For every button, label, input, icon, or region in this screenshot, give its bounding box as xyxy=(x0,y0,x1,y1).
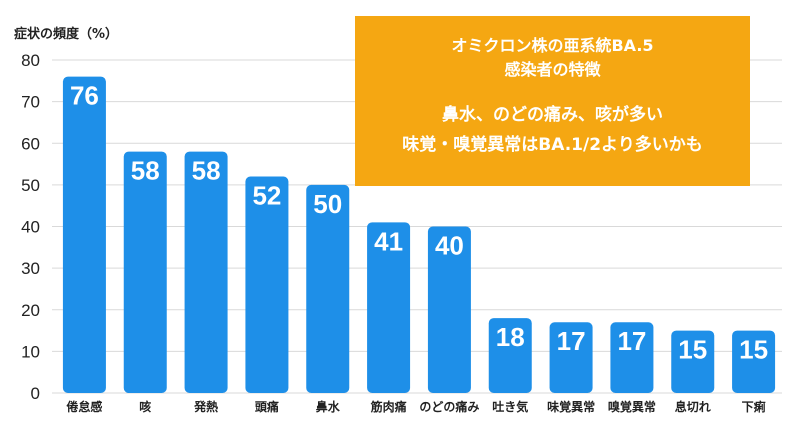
y-tick-label: 50 xyxy=(21,176,40,195)
data-label: 58 xyxy=(131,156,160,186)
bar xyxy=(245,176,289,393)
category-label: 嗅覚異常 xyxy=(608,399,656,414)
category-label: 発熱 xyxy=(193,399,218,414)
bar xyxy=(549,322,593,393)
bar xyxy=(123,151,167,393)
annotation-title-line1: オミクロン株の亜系統BA.5 xyxy=(451,36,654,55)
annotation-body-line1: 鼻水、のどの痛み、咳が多い xyxy=(442,105,663,125)
bar xyxy=(306,184,350,393)
annotation-title-line2: 感染者の特徴 xyxy=(504,60,601,79)
y-ticks: 0 10 20 30 40 50 60 70 80 xyxy=(21,51,40,403)
data-label: 17 xyxy=(557,326,586,356)
y-tick-label: 70 xyxy=(21,93,40,112)
annotation-body-line2: 味覚・嗅覚異常はBA.1/2より多いかも xyxy=(402,135,703,155)
bar xyxy=(488,318,532,393)
y-axis-label: 症状の頻度（%） xyxy=(14,26,118,42)
category-label: のどの痛み xyxy=(419,399,479,414)
y-tick-label: 0 xyxy=(31,384,40,403)
bar xyxy=(427,226,471,393)
data-label: 58 xyxy=(192,156,221,186)
value-labels: 76 58 58 52 50 41 40 18 17 17 15 15 xyxy=(70,81,768,365)
bar xyxy=(62,76,106,394)
annotation-box: オミクロン株の亜系統BA.5 感染者の特徴 鼻水、のどの痛み、咳が多い 味覚・嗅… xyxy=(355,16,750,186)
bar xyxy=(671,330,715,393)
category-label: 筋肉痛 xyxy=(370,399,407,414)
category-label: 鼻水 xyxy=(316,399,341,414)
y-tick-label: 30 xyxy=(21,259,40,278)
y-tick-label: 80 xyxy=(21,51,40,70)
data-label: 40 xyxy=(435,231,464,261)
y-tick-label: 60 xyxy=(21,134,40,153)
bar xyxy=(610,322,654,393)
data-label: 17 xyxy=(617,326,646,356)
category-label: 吐き気 xyxy=(492,399,528,414)
category-label: 息切れ xyxy=(675,399,711,414)
bar xyxy=(367,222,411,393)
bar xyxy=(184,151,228,393)
category-label: 咳 xyxy=(139,399,151,414)
data-label: 41 xyxy=(374,226,403,256)
bar xyxy=(732,330,776,393)
data-label: 52 xyxy=(252,181,281,211)
y-tick-label: 40 xyxy=(21,218,40,237)
data-label: 50 xyxy=(313,189,342,219)
y-tick-label: 10 xyxy=(21,342,40,361)
data-label: 15 xyxy=(678,335,707,365)
category-label: 頭痛 xyxy=(255,399,279,414)
category-label: 下痢 xyxy=(742,399,766,414)
category-labels: 倦怠感 咳 発熱 頭痛 鼻水 筋肉痛 のどの痛み 吐き気 味覚異常 嗅覚異常 息切れ 下痢 xyxy=(66,399,765,414)
category-label: 味覚異常 xyxy=(547,399,595,414)
data-label: 18 xyxy=(496,322,525,352)
bars xyxy=(62,76,776,394)
y-tick-label: 20 xyxy=(21,301,40,320)
category-label: 倦怠感 xyxy=(66,399,102,414)
data-label: 15 xyxy=(739,335,768,365)
data-label: 76 xyxy=(70,81,99,111)
